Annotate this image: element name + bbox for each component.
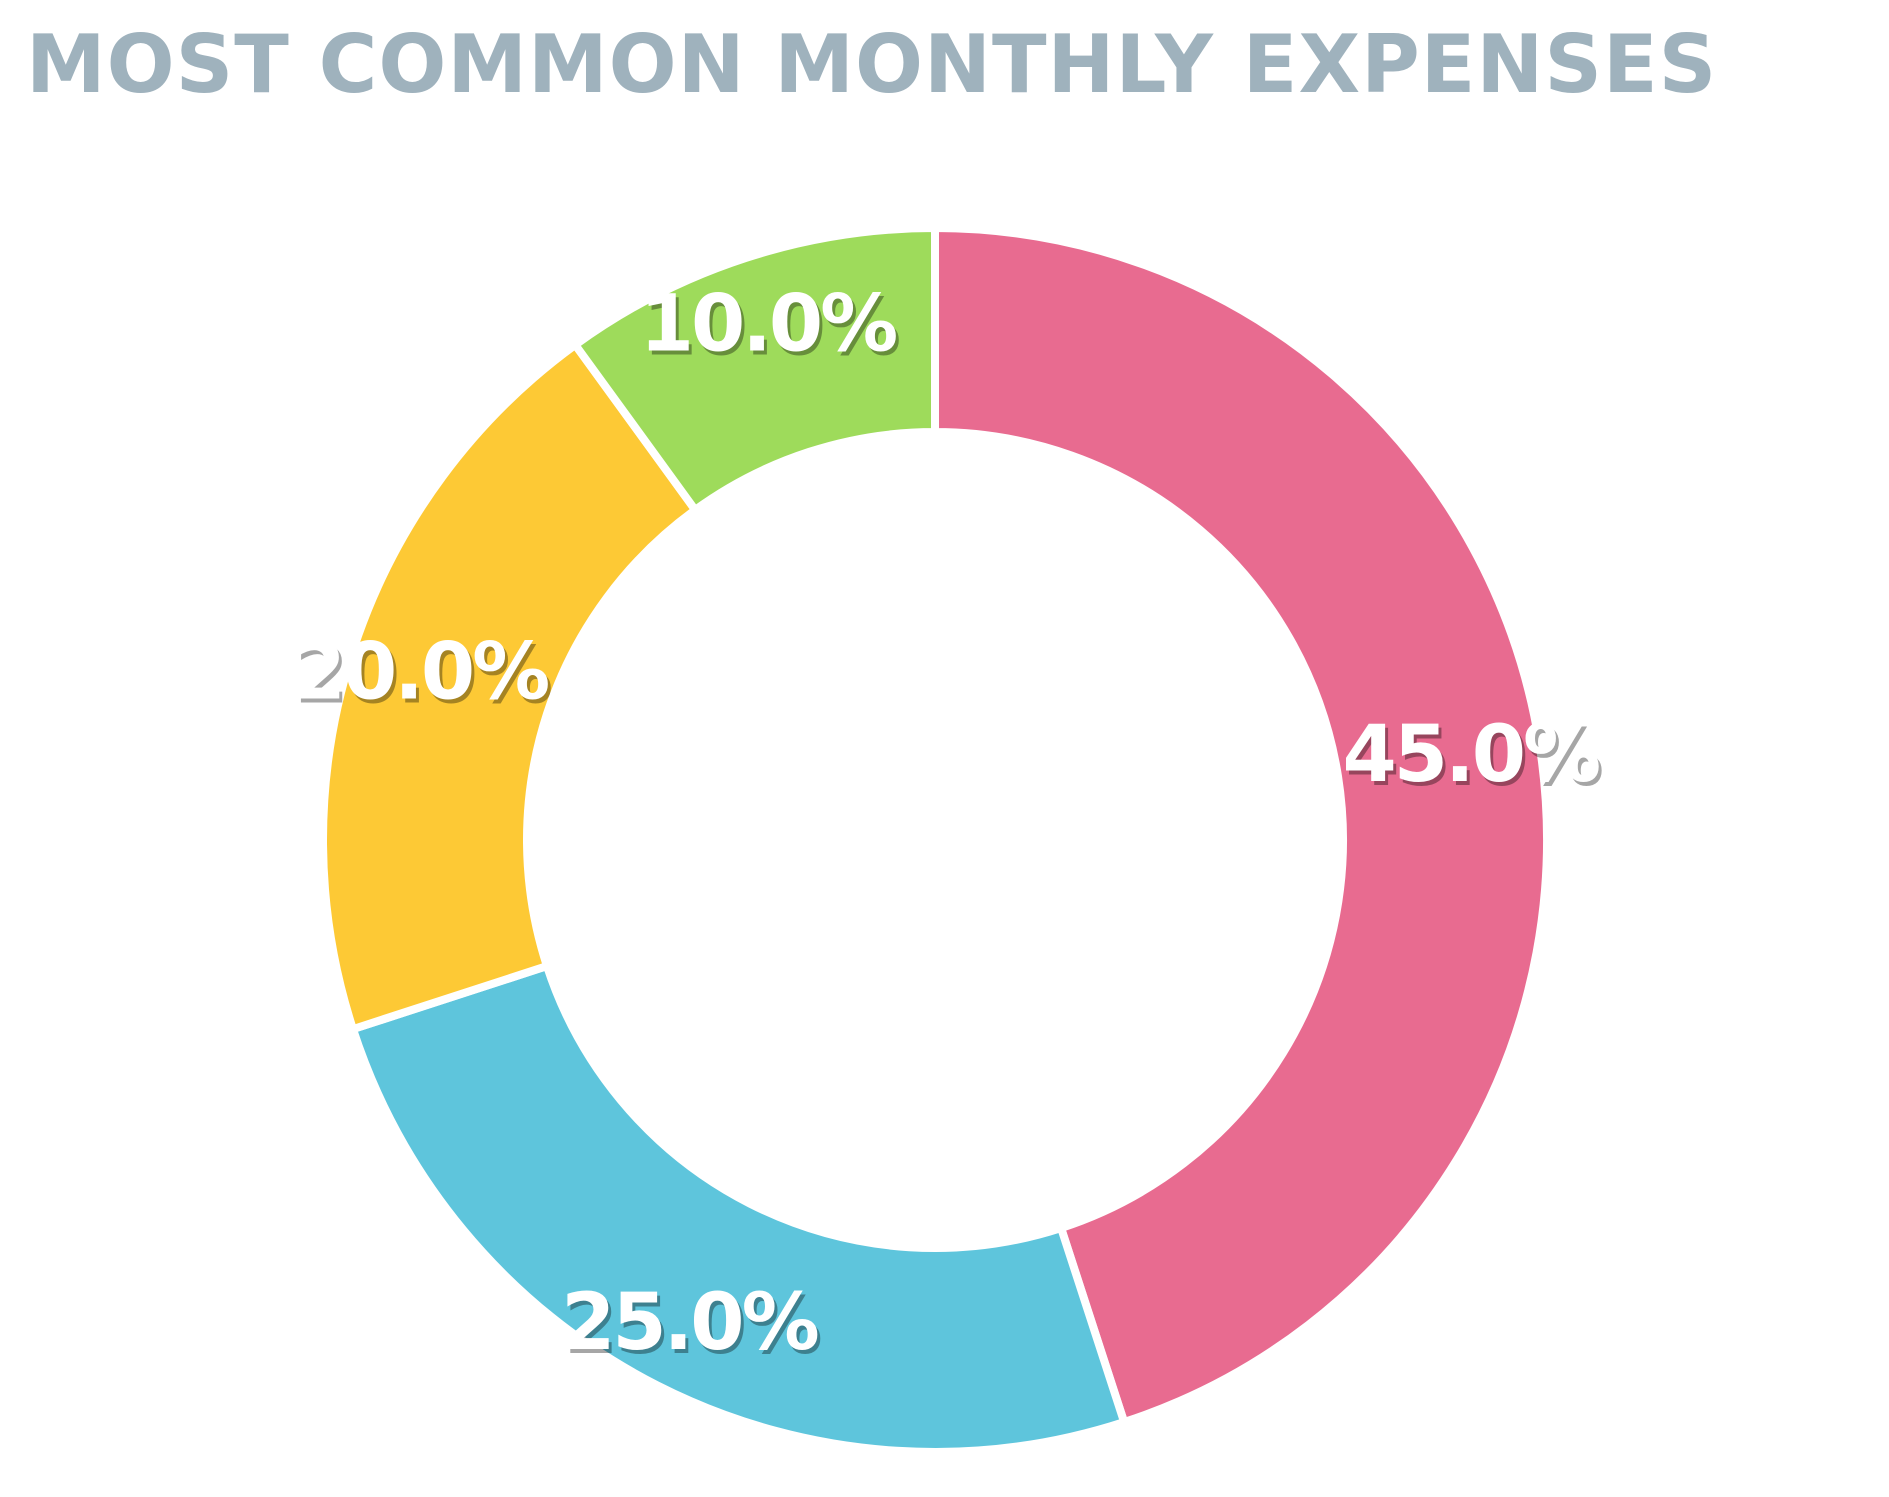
slice-label-shadow-3: 10.0% [643, 284, 899, 374]
slice-label-0: 45.0% [1343, 710, 1599, 800]
slice-label-1: 25.0% [561, 1278, 817, 1368]
donut-slices [319, 223, 1551, 1456]
slice-label-shadow-1: 25.0% [564, 1282, 820, 1372]
donut-slice-3 [569, 223, 939, 516]
donut-slice-1 [347, 961, 1130, 1456]
donut-labels: 45.0%45.0% 25.0%25.0% 20.0%20.0% 10.0%10.0% [292, 280, 1605, 1372]
donut-slice-0 [931, 223, 1551, 1428]
slice-label-shadow-2: 20.0% [295, 632, 551, 722]
chart-title: MOST COMMON MONTHLY EXPENSES [26, 18, 1718, 111]
slice-label-shadow-0: 45.0% [1346, 714, 1602, 804]
donut-slice-2 [319, 339, 701, 1035]
slice-label-2: 20.0% [292, 628, 548, 718]
slice-label-3: 10.0% [640, 280, 896, 370]
